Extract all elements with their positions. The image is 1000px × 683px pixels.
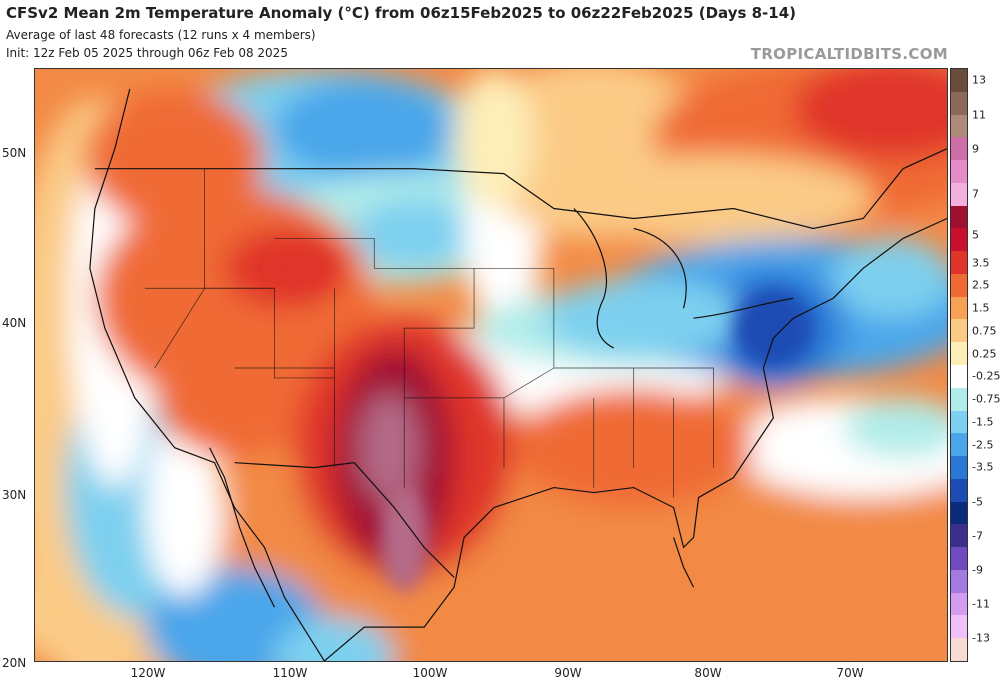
colorbar-label: 2.5 — [972, 278, 990, 292]
colorbar-segment — [951, 387, 967, 412]
temperature-colorbar — [950, 68, 968, 662]
map-subtitle-forecast: Average of last 48 forecasts (12 runs x … — [6, 28, 316, 42]
colorbar-segment — [951, 478, 967, 503]
colorbar-label: 0.75 — [972, 324, 997, 338]
lon-label-90w: 90W — [554, 666, 582, 680]
colorbar-label: -0.75 — [972, 392, 1000, 406]
colorbar-label: 5 — [972, 228, 979, 242]
colorbar-segment — [951, 205, 967, 229]
lat-label-40n: 40N — [2, 316, 27, 330]
colorbar-segment — [951, 433, 967, 457]
colorbar-label: -5 — [972, 495, 983, 509]
colorbar-segment — [951, 137, 967, 161]
anomaly-field — [35, 69, 947, 661]
colorbar-segment — [951, 251, 967, 275]
colorbar-segment — [951, 160, 967, 184]
colorbar-segment — [951, 410, 967, 434]
anomaly-field-detail — [274, 248, 814, 593]
colorbar-label: -7 — [972, 529, 983, 543]
lon-label-80w: 80W — [694, 666, 722, 680]
lon-label-120w: 120W — [130, 666, 166, 680]
colorbar-label: 11 — [972, 108, 986, 122]
colorbar-segment — [951, 273, 967, 298]
lon-label-110w: 110W — [272, 666, 308, 680]
colorbar-segment — [951, 91, 967, 116]
colorbar-segment — [951, 365, 967, 389]
colorbar-segment — [951, 456, 967, 480]
lat-label-50n: 50N — [2, 146, 27, 160]
colorbar-segment — [951, 182, 967, 207]
colorbar-segment — [951, 615, 967, 639]
colorbar-segment — [951, 114, 967, 138]
colorbar-segment — [951, 69, 967, 93]
colorbar-segment — [951, 228, 967, 252]
lon-label-100w: 100W — [412, 666, 448, 680]
map-subtitle-init: Init: 12z Feb 05 2025 through 06z Feb 08… — [6, 46, 288, 60]
colorbar-label: 1.5 — [972, 301, 990, 315]
colorbar-label: 7 — [972, 187, 979, 201]
colorbar-label: 9 — [972, 142, 979, 156]
colorbar-segment — [951, 547, 967, 571]
lon-label-70w: 70W — [836, 666, 864, 680]
colorbar-label: -3.5 — [972, 460, 994, 474]
colorbar-label: -9 — [972, 563, 983, 577]
colorbar-label: 13 — [972, 73, 986, 87]
lat-label-20n: 20N — [2, 656, 27, 670]
colorbar-label: -0.25 — [972, 369, 1000, 383]
colorbar-segment — [951, 592, 967, 616]
colorbar-label: -1.5 — [972, 415, 994, 429]
colorbar-label: -13 — [972, 631, 990, 645]
coastline-and-borders — [89, 88, 947, 661]
colorbar-segment — [951, 296, 967, 320]
lat-label-30n: 30N — [2, 488, 27, 502]
colorbar-segment — [951, 524, 967, 548]
colorbar-segment — [951, 342, 967, 366]
colorbar-label: -11 — [972, 597, 990, 611]
colorbar-label: -2.5 — [972, 438, 994, 452]
colorbar-segment — [951, 319, 967, 343]
colorbar-segment — [951, 569, 967, 594]
colorbar-label: 3.5 — [972, 256, 990, 270]
colorbar-label: 0.25 — [972, 347, 997, 361]
map-title: CFSv2 Mean 2m Temperature Anomaly (°C) f… — [6, 4, 797, 22]
state-borders — [144, 168, 714, 498]
watermark: TROPICALTIDBITS.COM — [750, 45, 948, 63]
colorbar-segment — [951, 638, 967, 662]
temperature-anomaly-map — [34, 68, 948, 662]
colorbar-segment — [951, 501, 967, 525]
